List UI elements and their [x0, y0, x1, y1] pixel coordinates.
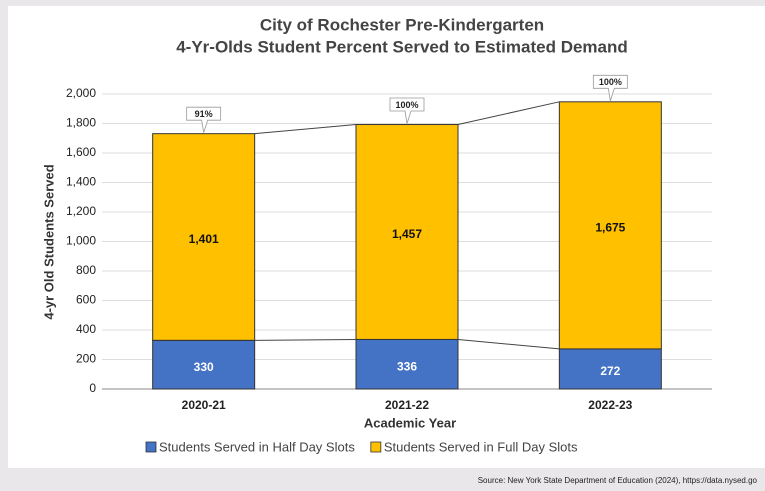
- y-tick-label: 800: [76, 263, 96, 277]
- data-label: 1,457: [392, 227, 422, 241]
- bar-segment: [355, 124, 459, 340]
- x-tick-label: 2020-21: [182, 398, 226, 412]
- callout-box: [389, 97, 425, 124]
- chart-title: City of Rochester Pre-Kindergarten: [260, 15, 544, 34]
- legend-label: Students Served in Full Day Slots: [384, 439, 578, 454]
- y-tick-label: 1,000: [66, 234, 96, 248]
- x-axis-label: Academic Year: [364, 415, 456, 430]
- connector: [457, 338, 560, 350]
- connector: [254, 124, 357, 135]
- bar-segment: [355, 338, 459, 390]
- bar-segment: [152, 133, 256, 341]
- y-axis-label: 4-yr Old Students Served: [41, 164, 56, 319]
- callout-box: [186, 106, 222, 133]
- bar-segment: [558, 348, 662, 390]
- percent-label: 100%: [599, 77, 622, 87]
- percent-label: 91%: [195, 109, 213, 119]
- source: Source: New York State Department of Edu…: [478, 476, 758, 485]
- bar-segment: [558, 101, 662, 350]
- y-tick-label: 0: [89, 381, 96, 395]
- legend-label: Students Served in Half Day Slots: [159, 439, 355, 454]
- data-label: 330: [194, 360, 214, 374]
- legend-swatch: [370, 441, 382, 453]
- data-label: 1,401: [189, 232, 219, 246]
- data-label: 272: [600, 364, 620, 378]
- y-tick-label: 2,000: [66, 86, 96, 100]
- chart-title: 4-Yr-Olds Student Percent Served to Esti…: [176, 37, 628, 56]
- y-tick-label: 400: [76, 322, 96, 336]
- connector: [457, 101, 560, 126]
- callout-box: [592, 74, 628, 101]
- connector: [254, 338, 357, 341]
- y-tick-label: 1,800: [66, 116, 96, 130]
- legend-swatch: [145, 441, 157, 453]
- y-tick-label: 1,600: [66, 145, 96, 159]
- data-label: 336: [397, 359, 417, 373]
- percent-label: 100%: [395, 100, 418, 110]
- x-tick-label: 2022-23: [588, 398, 632, 412]
- x-tick-label: 2021-22: [385, 398, 429, 412]
- bar-segment: [152, 339, 256, 390]
- y-tick-label: 600: [76, 293, 96, 307]
- data-label: 1,675: [595, 221, 625, 235]
- y-tick-label: 200: [76, 352, 96, 366]
- y-tick-label: 1,400: [66, 175, 96, 189]
- y-tick-label: 1,200: [66, 204, 96, 218]
